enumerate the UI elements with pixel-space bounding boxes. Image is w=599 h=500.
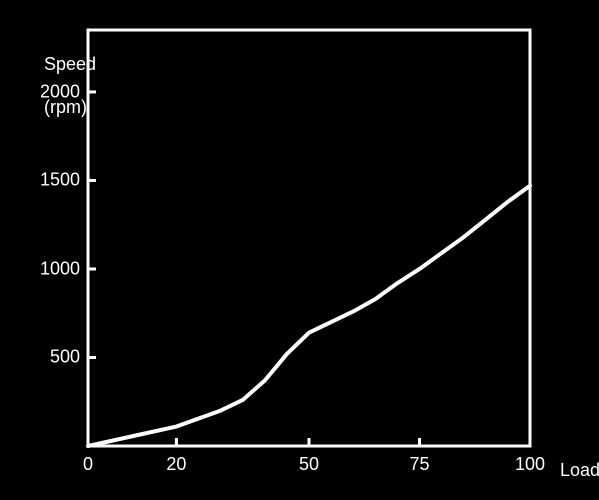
speed-load-chart: Speed (rpm) Load (%) 500100015002000 020… xyxy=(0,0,599,500)
chart-svg xyxy=(0,0,599,500)
